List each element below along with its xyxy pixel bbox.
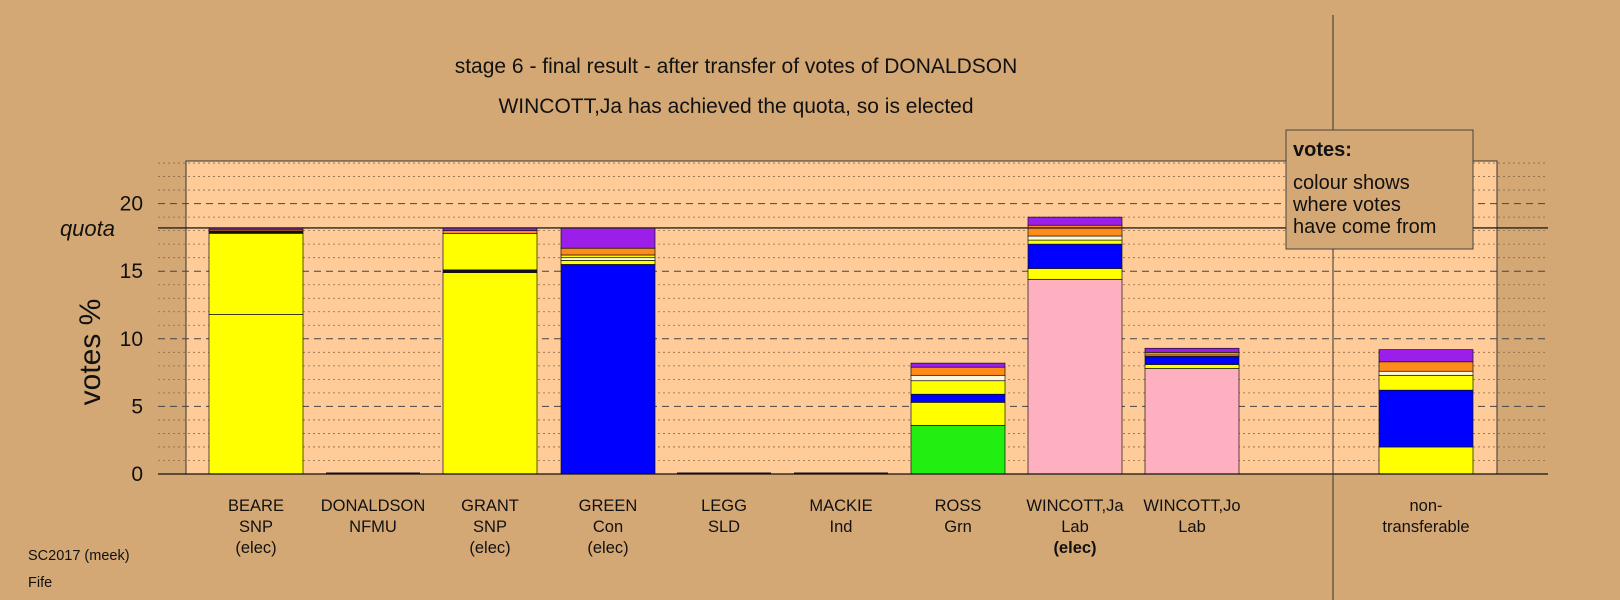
bar-wincottjo	[1144, 347, 1240, 475]
candidate-party: Grn	[944, 518, 972, 536]
legend-box	[1285, 129, 1474, 250]
y-tick-label: 10	[120, 328, 143, 351]
bar-segment	[442, 232, 538, 271]
footer-area: Fife	[28, 575, 52, 591]
candidate-name: GRANT	[461, 497, 519, 515]
candidate-party: Lab	[1178, 518, 1206, 536]
y-axis-label: votes %	[74, 299, 107, 406]
bar-segment	[910, 380, 1006, 395]
bar-segment	[208, 232, 304, 315]
y-tick-label: 20	[120, 193, 143, 216]
bar-segment	[560, 227, 656, 249]
bars	[208, 216, 1474, 475]
candidate-name: DONALDSON	[321, 497, 426, 515]
bar-wincottja	[1027, 216, 1123, 475]
candidate-party: Ind	[830, 518, 853, 536]
candidate-party: transferable	[1382, 518, 1469, 536]
bar-ross	[910, 362, 1006, 475]
bar-segment	[1378, 349, 1474, 363]
bar-segment	[1144, 364, 1240, 369]
candidate-name: LEGG	[701, 497, 747, 515]
bar-segment	[1144, 347, 1240, 353]
bar-segment	[910, 366, 1006, 376]
y-tick-labels: 0 5 10 15 20	[120, 193, 143, 486]
bar-segment	[1378, 361, 1474, 372]
legend-line-2: where votes	[1292, 194, 1401, 216]
candidate-name: MACKIE	[809, 497, 872, 515]
bar-non	[1378, 349, 1474, 475]
bar-segment	[1027, 224, 1123, 237]
y-tick-label: 0	[131, 463, 143, 486]
y-tick-label: 5	[131, 395, 143, 418]
bar-segment	[560, 247, 656, 256]
bar-segment	[1144, 356, 1240, 365]
bar-segment	[1144, 368, 1240, 475]
candidate-party: NFMU	[349, 518, 397, 536]
candidate-name: WINCOTT,Jo	[1143, 497, 1240, 515]
bar-segment	[910, 374, 1006, 382]
bar-segment	[1027, 278, 1123, 475]
bar-green	[560, 227, 656, 475]
bar-segment	[910, 401, 1006, 426]
legend: votes: colour shows where votes have com…	[1285, 129, 1474, 250]
bar-segment	[560, 257, 656, 261]
bar-segment	[1144, 351, 1240, 356]
footer-election: SC2017 (meek)	[28, 548, 130, 564]
chart-title: stage 6 - final result - after transfer …	[455, 55, 1018, 78]
bar-segment	[442, 230, 538, 234]
bar-segment	[910, 393, 1006, 403]
chart-subtitle: WINCOTT,Ja has achieved the quota, so is…	[498, 95, 973, 118]
y-tick-label: 15	[120, 260, 143, 283]
legend-line-3: have come from	[1293, 216, 1436, 238]
candidate-status: (elec)	[1053, 539, 1096, 557]
candidate-party: SNP	[239, 518, 273, 536]
candidate-labels: BEARE SNP (elec) DONALDSON NFMU GRANT SNP (elec…	[228, 497, 1470, 557]
plot-area	[185, 160, 1498, 475]
bar-segment	[910, 362, 1006, 368]
bar-segment	[1378, 370, 1474, 376]
bar-segment	[910, 424, 1006, 475]
candidate-status: (elec)	[587, 539, 628, 557]
bar-segment	[560, 254, 656, 259]
legend-title: votes:	[1293, 139, 1352, 161]
bar-grant	[442, 227, 538, 475]
candidate-name: BEARE	[228, 497, 284, 515]
legend-line-1: colour shows	[1293, 172, 1410, 194]
grid-minor	[158, 162, 1548, 461]
bar-segment	[1378, 374, 1474, 391]
quota-label: quota	[60, 216, 115, 241]
bar-segment	[1027, 216, 1123, 226]
candidate-name: WINCOTT,Ja	[1026, 497, 1124, 515]
bar-segment	[208, 314, 304, 475]
bar-beare	[208, 227, 304, 475]
bar-segment	[1027, 235, 1123, 241]
candidate-status: (elec)	[235, 539, 276, 557]
candidate-name: ROSS	[935, 497, 982, 515]
bar-segment	[560, 260, 656, 265]
bar-segment	[1378, 446, 1474, 475]
bar-segment	[1027, 239, 1123, 245]
candidate-party: Lab	[1061, 518, 1089, 536]
bar-segment	[1027, 268, 1123, 280]
bar-segment	[1027, 243, 1123, 269]
candidate-status: (elec)	[469, 539, 510, 557]
bar-segment	[560, 264, 656, 475]
bar-segment	[442, 272, 538, 475]
bar-segment	[1378, 389, 1474, 448]
bar-segment	[442, 269, 538, 273]
candidate-party: SNP	[473, 518, 507, 536]
candidate-party: SLD	[708, 518, 740, 536]
candidate-party: Con	[593, 518, 623, 536]
candidate-name: GREEN	[579, 497, 638, 515]
candidate-name: non-	[1409, 497, 1442, 515]
